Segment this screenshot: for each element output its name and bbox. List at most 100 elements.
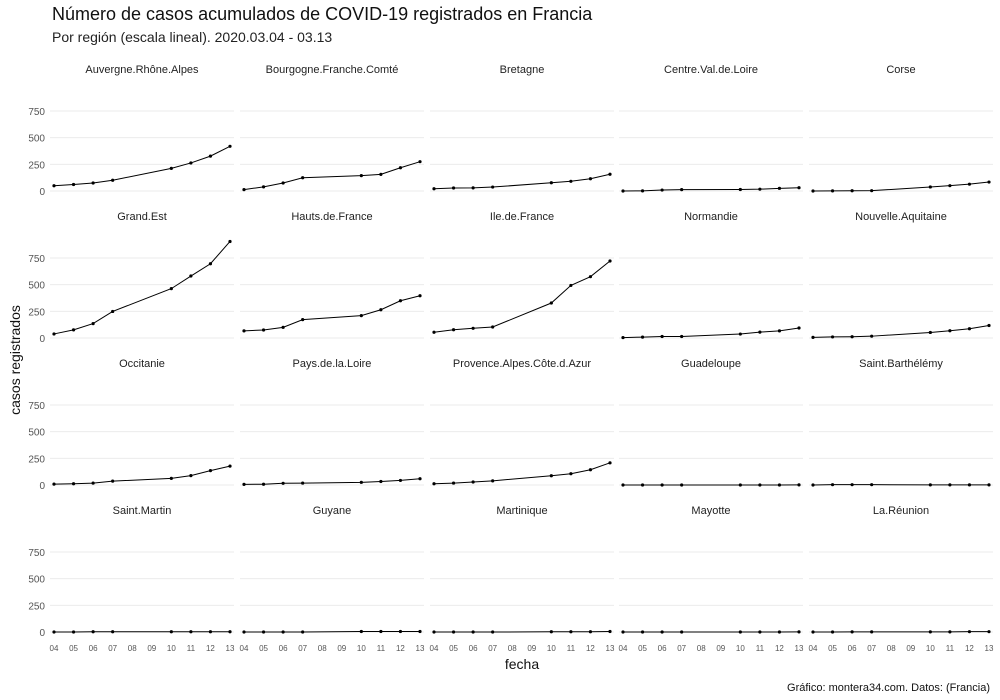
data-point [569,630,573,634]
data-point [242,188,246,192]
x-tick-label: 09 [147,644,156,653]
data-point [569,179,573,183]
facet-title: Saint.Martin [113,505,172,517]
data-point [811,189,815,193]
data-point [640,483,645,487]
data-point [811,335,815,339]
data-point [208,469,213,473]
data-point [967,483,972,487]
y-tick-label: 250 [28,160,45,171]
data-point [189,274,193,278]
data-point [797,186,801,190]
x-axis-title: fecha [505,656,539,672]
x-tick-label: 08 [508,644,517,653]
data-point [301,176,305,180]
data-point [111,309,115,314]
facet-panel: Occitanie 0 250 500 750 [28,358,234,492]
x-tick-label: 06 [89,644,98,653]
data-point [640,189,645,193]
data-point [830,189,835,193]
data-point [242,482,246,486]
y-tick-label: 500 [28,281,45,292]
data-point [811,483,815,487]
data-point [660,630,664,634]
data-point [680,630,684,634]
data-point [549,181,553,185]
x-tick-label: 13 [226,644,235,653]
data-point [830,335,835,339]
data-point [71,182,76,187]
data-point [301,318,305,322]
facet-panel: Guyane 04 05 06 07 08 09 10 11 12 13 [240,505,425,653]
data-point [111,178,115,182]
facet-panel: Corse [809,64,993,193]
data-point [987,180,991,184]
data-point [208,154,213,158]
data-point [418,477,422,481]
x-tick-label: 12 [206,644,215,653]
data-point [850,335,854,339]
data-point [797,326,801,330]
data-point [640,630,645,634]
x-tick-label: 13 [795,644,804,653]
x-tick-label: 07 [108,644,117,653]
data-point [987,630,991,634]
series-line [812,181,990,192]
data-point [797,483,801,487]
data-point [91,322,95,326]
data-point [967,630,972,634]
data-point [608,629,612,634]
data-point [169,287,173,291]
x-tick-label: 05 [828,644,837,653]
data-point [281,325,285,329]
facet-title: Provence.Alpes.Côte.d.Azur [453,358,592,370]
data-point [228,239,232,244]
data-point [680,334,684,339]
data-point [242,630,246,634]
facet-title: Bretagne [500,64,545,76]
data-point [208,262,213,266]
data-point [621,630,625,634]
series-line [433,462,611,485]
x-tick-label: 10 [547,644,556,653]
data-point [549,474,553,478]
x-tick-label: 05 [69,644,78,653]
x-tick-label: 08 [697,644,706,653]
data-point [228,630,232,634]
facet-panel: Martinique 04 05 06 07 08 09 10 11 12 13 [430,505,615,653]
data-point [621,483,625,487]
data-point [870,483,874,487]
data-point [758,187,762,191]
x-tick-label: 09 [906,644,915,653]
data-point [91,181,95,185]
data-point [987,323,991,328]
data-point [588,630,593,634]
data-point [738,483,742,487]
series-line [244,630,420,633]
series-line [53,241,231,335]
data-point [52,630,56,634]
x-tick-label: 11 [187,644,196,653]
facet-panel: Guadeloupe [619,358,803,487]
chart-subtitle: Por región (escala lineal). 2020.03.04 -… [52,29,333,45]
y-tick-label: 250 [28,454,45,465]
y-tick-label: 500 [28,575,45,586]
y-axis-title: casos registrados [7,305,23,415]
data-point [928,483,932,487]
data-point [432,187,436,191]
x-tick-label: 11 [946,644,955,653]
data-point [549,301,553,305]
x-tick-label: 10 [167,644,176,653]
y-tick-label: 0 [39,481,45,492]
x-tick-label: 05 [638,644,647,653]
data-point [71,328,76,332]
data-point [379,308,383,312]
panels-group: Auvergne.Rhône.Alpes 0 250 500 750 Bourgogne.… [28,64,994,653]
data-point [569,283,573,288]
data-point [608,172,612,176]
y-tick-label: 750 [28,254,45,265]
data-point [621,335,625,340]
y-tick-label: 750 [28,401,45,412]
data-point [588,177,593,181]
x-tick-label: 08 [887,644,896,653]
